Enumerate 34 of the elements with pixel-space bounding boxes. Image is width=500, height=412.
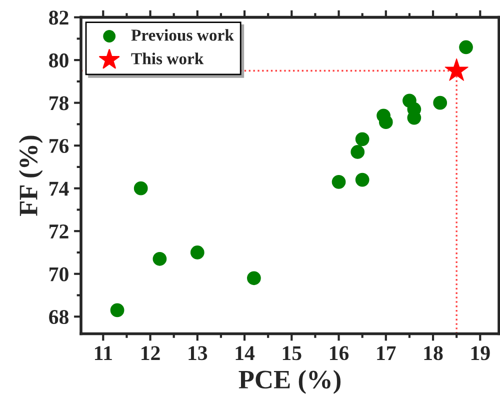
point	[110, 303, 124, 318]
y-tick-label: 82	[49, 10, 68, 25]
point	[152, 252, 167, 266]
x-tick-label: 16	[330, 346, 349, 360]
y-tick-label: 74	[50, 182, 69, 196]
y-tick-label: 80	[49, 53, 68, 68]
y-tick-label: 70	[50, 267, 68, 282]
point	[190, 246, 204, 260]
y-axis-title: FF (%)	[18, 136, 43, 216]
x-tick-label: 18	[424, 346, 443, 360]
point	[355, 172, 370, 187]
x-tick-label: 17	[377, 346, 396, 360]
x-tick-label: 14	[236, 346, 255, 360]
legend-label: This work	[131, 52, 204, 64]
x-tick-label: 15	[282, 346, 302, 360]
point	[355, 132, 370, 146]
x-tick-label: 13	[188, 346, 208, 360]
point	[378, 115, 393, 129]
x-axis-title: PCE (%)	[238, 370, 341, 394]
y-tick-label: 76	[50, 139, 69, 154]
x-tick-label: 19	[471, 346, 490, 360]
point	[350, 145, 365, 159]
legend-label: Previous work	[131, 29, 234, 41]
x-tick-label: 11	[94, 346, 112, 360]
point	[459, 40, 473, 54]
point	[332, 174, 346, 189]
point	[247, 271, 261, 286]
y-tick-label: 72	[50, 224, 68, 238]
y-tick-label: 68	[49, 310, 69, 324]
point	[134, 181, 148, 196]
y-tick-label: 78	[50, 96, 69, 110]
point	[433, 96, 448, 110]
point	[444, 58, 468, 81]
x-tick-label: 12	[142, 346, 160, 360]
